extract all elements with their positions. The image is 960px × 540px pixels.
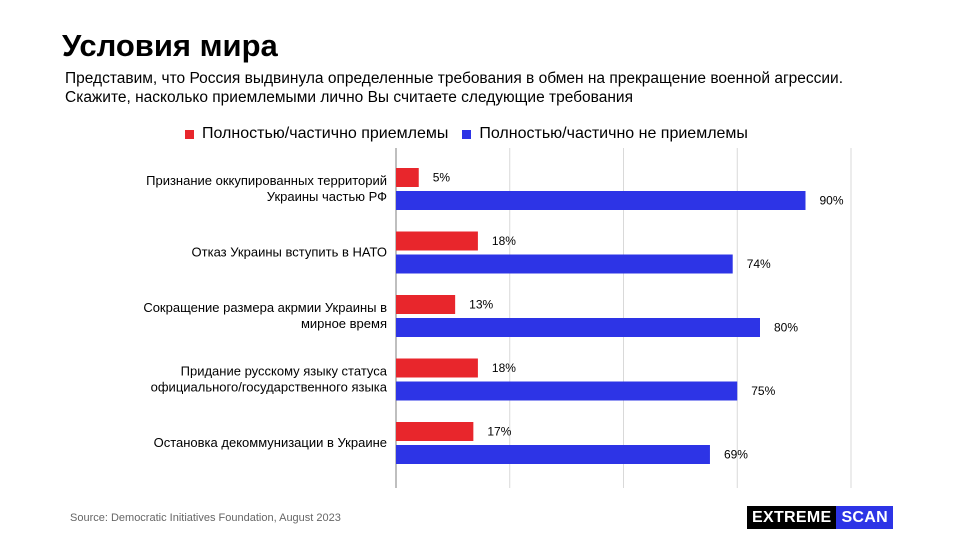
bar-not-accepted (396, 318, 760, 337)
data-label-accepted: 18% (492, 361, 516, 375)
bar-not-accepted (396, 254, 733, 274)
legend: Полностью/частично приемлемы Полностью/ч… (185, 124, 762, 144)
logo-part-scan: SCAN (836, 506, 893, 529)
legend-item-not-accepted: Полностью/частично не приемлемы (462, 125, 748, 143)
category-label: Остановка декоммунизации в Украине (154, 435, 387, 450)
data-label-accepted: 5% (433, 171, 451, 185)
category-label: Сокращение размера акрмии Украины в мирно… (143, 300, 387, 331)
category-label: Отказ Украины вступить в НАТО (192, 245, 387, 260)
bar-not-accepted (396, 191, 806, 210)
category-label: Признание оккупированных территорий Украи… (146, 173, 387, 204)
legend-label-accepted: Полностью/частично приемлемы (202, 125, 449, 142)
bar-accepted (396, 168, 419, 187)
chart-subtitle: Представим, что Россия выдвинула определ… (65, 70, 844, 106)
bar-accepted (396, 295, 456, 314)
data-label-not-accepted: 69% (724, 448, 748, 462)
data-label-accepted: 17% (487, 425, 511, 439)
legend-label-not-accepted: Полностью/частично не приемлемы (479, 125, 748, 142)
data-label-not-accepted: 74% (747, 257, 771, 271)
legend-swatch-accepted (185, 129, 194, 139)
logo-part-extreme: EXTREME (747, 506, 837, 529)
legend-swatch-not-accepted (462, 129, 472, 139)
data-label-accepted: 18% (492, 234, 516, 248)
bar-accepted (396, 358, 478, 378)
brand-logo: EXTREME SCAN (747, 506, 893, 529)
data-label-not-accepted: 80% (774, 321, 798, 335)
source-note: Source: Democratic Initiatives Foundatio… (70, 512, 341, 524)
bar-accepted (396, 231, 478, 251)
chart-title: Условия мира (62, 28, 278, 63)
data-label-not-accepted: 90% (820, 194, 844, 208)
data-label-accepted: 13% (469, 298, 493, 312)
bar-not-accepted (396, 445, 710, 464)
bar-not-accepted (396, 381, 738, 401)
bar-accepted (396, 422, 474, 441)
data-label-not-accepted: 75% (751, 384, 775, 398)
category-label: Придание русскому языку статуса официальн… (151, 364, 388, 395)
legend-item-accepted: Полностью/частично приемлемы (185, 125, 448, 143)
